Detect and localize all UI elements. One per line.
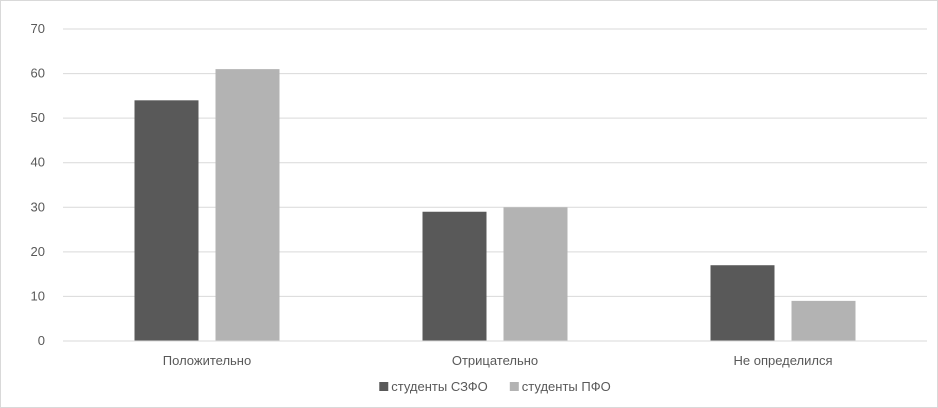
- x-category-label: Не определился: [733, 353, 832, 368]
- gridlines: [63, 28, 927, 297]
- legend: студенты СЗФО студенты ПФО: [379, 379, 611, 394]
- bar-pfo-0: [215, 69, 280, 341]
- y-tick-label: 0: [38, 333, 45, 348]
- bar-szfo-1: [422, 211, 487, 341]
- x-category-label: Отрицательно: [452, 353, 538, 368]
- legend-swatch: [509, 382, 519, 391]
- bar-pfo-2: [791, 300, 856, 341]
- y-tick-label: 50: [31, 110, 45, 125]
- y-axis-tick-labels: 0 10 20 30 40 50 60 70: [31, 21, 45, 348]
- y-tick-label: 70: [31, 21, 45, 36]
- x-category-label: Положительно: [163, 353, 251, 368]
- y-tick-label: 30: [31, 199, 45, 214]
- bar-szfo-2: [710, 265, 775, 341]
- legend-label: студенты СЗФО: [391, 379, 488, 394]
- y-tick-label: 60: [31, 66, 45, 81]
- legend-swatch: [379, 382, 389, 391]
- y-tick-label: 10: [31, 288, 45, 303]
- bar-szfo-0: [134, 100, 199, 341]
- bars: [134, 69, 856, 341]
- bar-pfo-1: [503, 207, 568, 341]
- y-tick-label: 40: [31, 155, 45, 170]
- y-tick-label: 20: [31, 244, 45, 259]
- legend-label: студенты ПФО: [522, 379, 611, 394]
- x-axis-category-labels: Положительно Отрицательно Не определился: [163, 353, 833, 368]
